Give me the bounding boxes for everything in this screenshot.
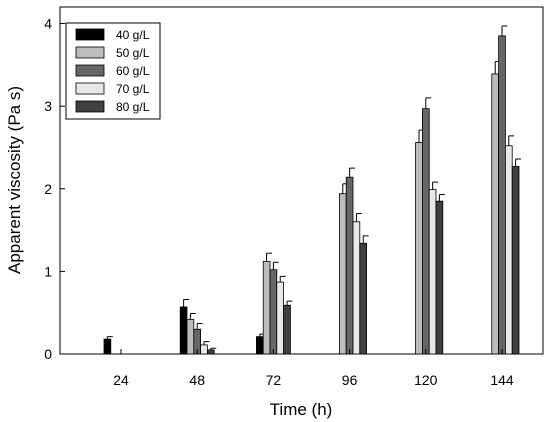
legend-label: 60 g/L [116,64,150,78]
legend-swatch [75,64,105,77]
x-tick-label: 144 [490,372,514,388]
legend-swatch [75,28,105,41]
x-tick-label: 24 [113,372,129,388]
y-tick-label: 2 [44,181,52,197]
y-tick-label: 3 [44,98,52,114]
bar [511,166,520,355]
bar [276,281,284,355]
bar [186,318,195,355]
legend-label: 80 g/L [116,100,150,114]
bar [269,269,278,355]
bar [255,336,264,355]
legend-label: 50 g/L [116,46,150,60]
bar [435,200,444,355]
bar [103,338,112,355]
y-tick-label: 0 [44,346,52,362]
bar [359,242,367,355]
bar [504,145,513,355]
x-tick-label: 120 [414,372,438,388]
bar [200,344,208,355]
bar [179,306,188,355]
bar [338,193,347,355]
y-axis-title: Apparent viscosity (Pa s) [5,86,24,274]
x-tick-label: 72 [266,372,282,388]
bar [415,142,423,355]
y-tick-label: 4 [44,16,52,32]
legend-label: 40 g/L [116,28,150,42]
legend-swatch [75,46,105,59]
plot-frame [59,6,544,355]
ticks-layer: 0 1 2 3 4 24 48 72 96 120 144 [44,16,514,388]
y-tick-label: 1 [44,263,52,279]
legend-label: 70 g/L [116,82,150,96]
bars-layer [103,25,521,355]
bar [352,221,361,355]
bar [428,189,437,355]
x-tick-label: 96 [342,372,358,388]
legend-swatch [75,82,105,95]
bar [345,176,354,355]
x-axis-title: Time (h) [270,400,333,419]
legend: 40 g/L 50 g/L 60 g/L 70 g/L 80 g/L [65,22,161,120]
bar [206,349,215,355]
bar [283,304,291,355]
legend-swatch [75,100,105,113]
bar [491,73,499,355]
bar [498,35,506,355]
x-tick-label: 48 [189,372,205,388]
bar [421,108,430,355]
bar [262,261,271,355]
